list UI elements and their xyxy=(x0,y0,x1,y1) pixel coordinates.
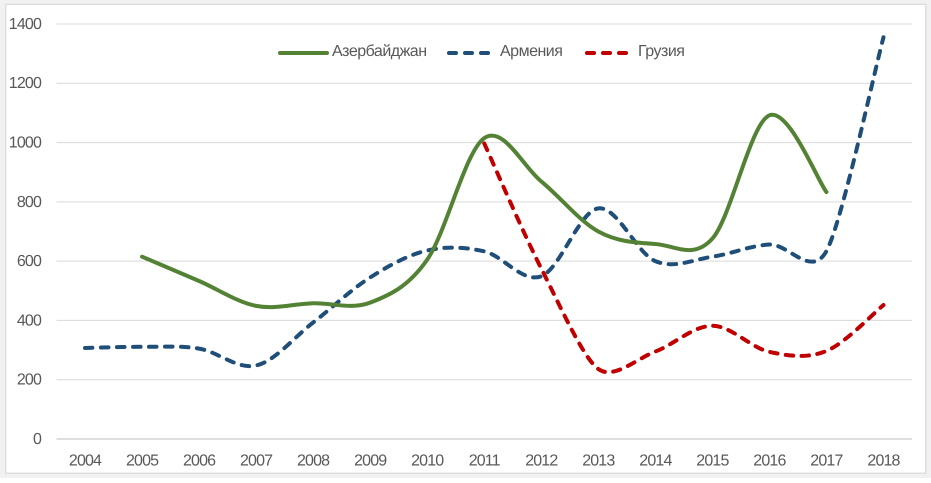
svg-text:2006: 2006 xyxy=(183,453,216,470)
svg-text:2016: 2016 xyxy=(753,453,786,470)
svg-text:Азербайджан: Азербайджан xyxy=(332,43,427,60)
svg-text:2017: 2017 xyxy=(810,453,843,470)
svg-text:2011: 2011 xyxy=(469,453,501,470)
svg-text:2009: 2009 xyxy=(354,453,387,470)
svg-text:800: 800 xyxy=(17,194,42,211)
svg-text:2008: 2008 xyxy=(297,453,330,470)
svg-text:2018: 2018 xyxy=(867,453,900,470)
svg-text:2007: 2007 xyxy=(240,453,273,470)
svg-text:2012: 2012 xyxy=(525,453,558,470)
svg-text:1000: 1000 xyxy=(9,135,42,152)
svg-text:2010: 2010 xyxy=(411,453,444,470)
svg-text:2014: 2014 xyxy=(639,453,672,470)
svg-text:0: 0 xyxy=(33,431,42,448)
svg-text:2013: 2013 xyxy=(582,453,615,470)
svg-text:200: 200 xyxy=(17,372,42,389)
svg-text:600: 600 xyxy=(17,253,42,270)
svg-text:2004: 2004 xyxy=(69,453,102,470)
svg-text:2015: 2015 xyxy=(696,453,729,470)
svg-text:Грузия: Грузия xyxy=(638,43,684,60)
svg-text:Армения: Армения xyxy=(500,43,562,60)
svg-text:400: 400 xyxy=(17,312,42,329)
svg-text:1400: 1400 xyxy=(9,16,42,33)
svg-text:1200: 1200 xyxy=(9,75,42,92)
svg-text:2005: 2005 xyxy=(126,453,159,470)
